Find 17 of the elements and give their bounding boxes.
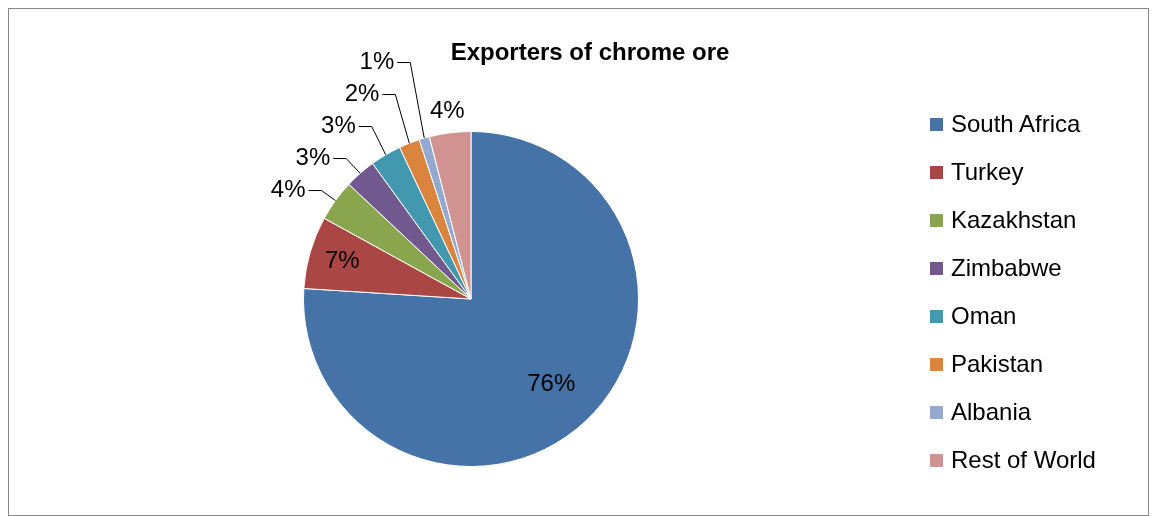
legend-label: Kazakhstan xyxy=(951,206,1077,234)
legend-label: Albania xyxy=(951,398,1032,426)
data-label: 7% xyxy=(324,246,360,274)
data-label: 76% xyxy=(527,369,576,397)
data-label: 4% xyxy=(270,175,306,203)
data-label: 4% xyxy=(429,95,465,123)
data-label: 2% xyxy=(344,79,380,107)
legend-label: Pakistan xyxy=(951,350,1044,378)
legend-label: Rest of World xyxy=(951,446,1096,474)
legend-label: Oman xyxy=(951,302,1017,330)
legend-label: Turkey xyxy=(951,158,1024,186)
legend-label: South Africa xyxy=(951,110,1081,138)
legend-label: Zimbabwe xyxy=(951,254,1062,282)
chart-title: Exporters of chrome ore xyxy=(450,38,730,65)
data-label: 3% xyxy=(295,143,331,171)
data-label: 1% xyxy=(359,47,395,75)
data-label: 3% xyxy=(321,111,356,139)
